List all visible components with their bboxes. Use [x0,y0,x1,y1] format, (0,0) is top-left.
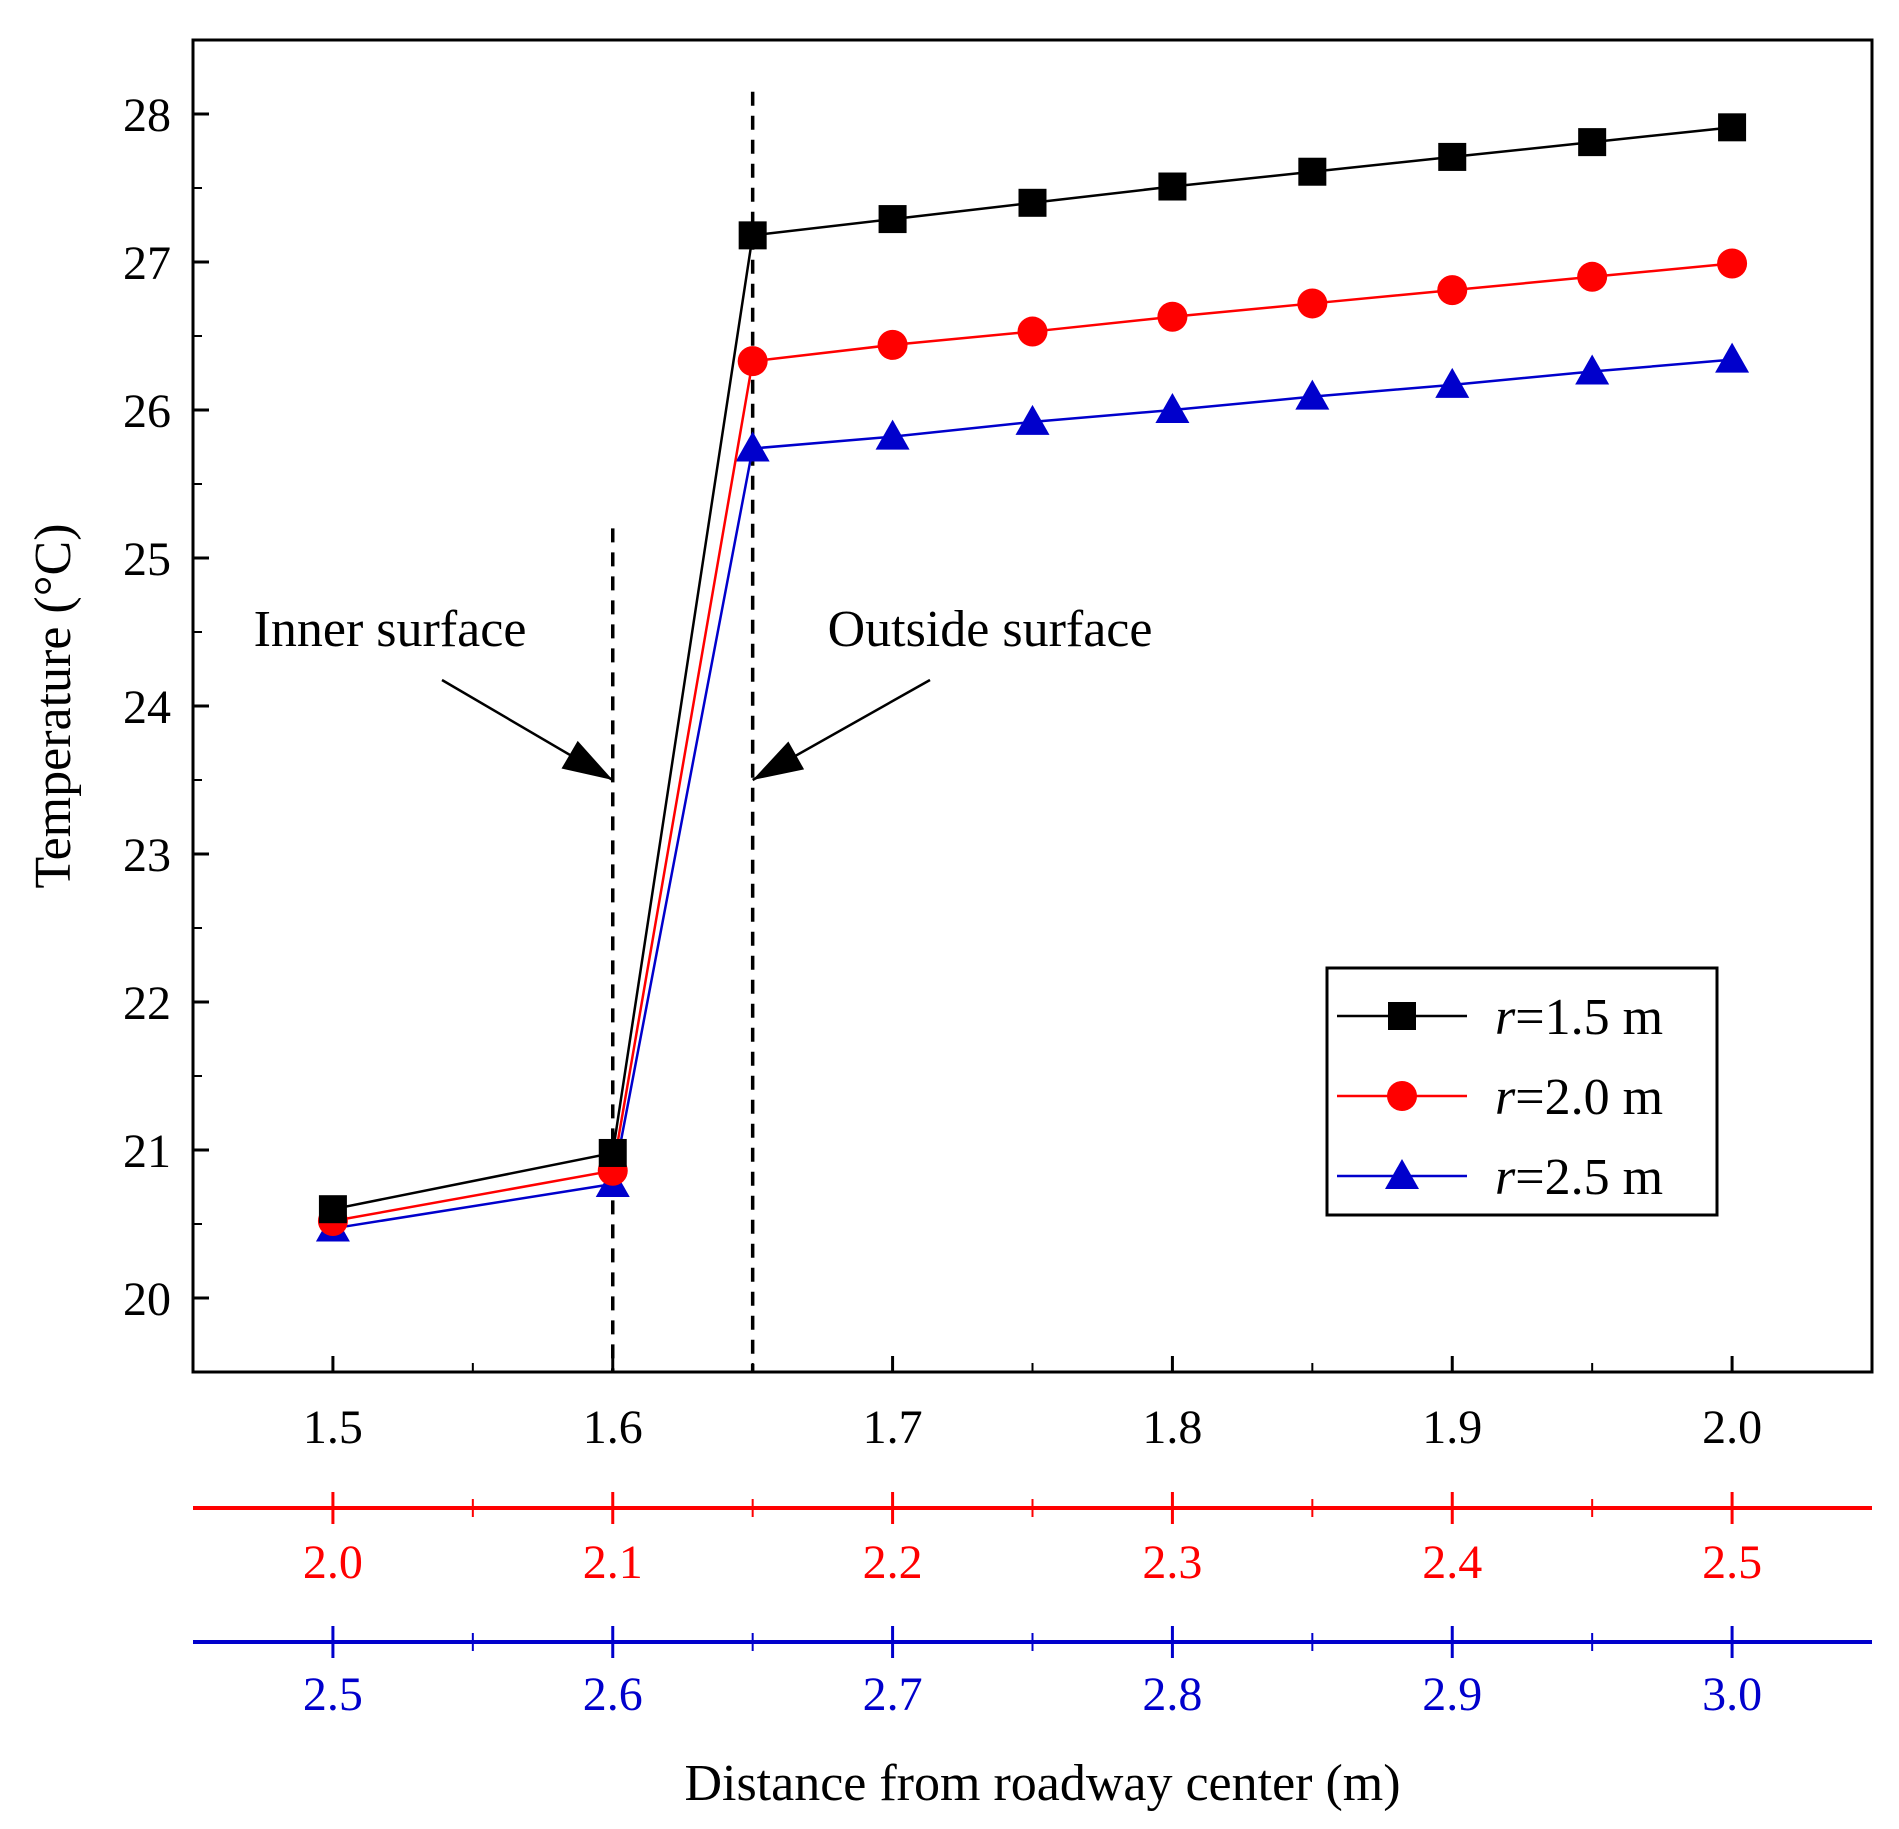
legend-label: r=1.5 m [1495,989,1663,1046]
annotation-label: Outside surface [828,601,1153,658]
x-tick-label: 2.1 [583,1536,643,1589]
data-point [735,431,770,462]
data-point [1438,142,1467,171]
y-tick-label: 21 [123,1125,171,1178]
data-point [875,419,910,450]
x-tick-label: 2.5 [303,1668,363,1721]
x-tick-label: 2.8 [1142,1668,1202,1721]
x-tick-label: 2.0 [1702,1401,1762,1454]
x-tick-label: 1.9 [1422,1401,1482,1454]
axes-layer: 20 21 22 23 24 25 26 27 28 Temperature (°C) 1.5 1.6… [25,38,1874,1812]
data-point [1297,288,1328,319]
y-tick-label: 25 [123,533,171,586]
x-axis-title: Distance from roadway center (m) [684,1755,1400,1812]
x-tick-label: 3.0 [1702,1668,1762,1721]
data-point [878,205,907,234]
x-tick-label: 2.3 [1142,1536,1202,1589]
data-point [1715,342,1750,373]
legend-variable: r [1495,989,1516,1046]
legend-variable: r [1495,1149,1516,1206]
data-point [737,346,768,377]
data-point [1157,301,1188,332]
legend-label: r=2.5 m [1495,1149,1663,1206]
data-point [738,221,767,250]
x-tick-label: 1.5 [303,1401,363,1454]
y-tick-label: 28 [123,89,171,142]
data-point [1718,113,1747,142]
series-line [332,358,1733,1230]
data-point [1435,367,1470,398]
x-tick-label: 2.2 [863,1536,923,1589]
y-axis-title: Temperature (°C) [25,523,82,888]
legend-label: r=2.0 m [1495,1069,1663,1126]
data-point [318,1195,347,1224]
data-point [1578,128,1607,157]
legend-marker [1385,1159,1419,1189]
series-line [332,262,1733,1223]
data-point [1717,248,1748,279]
legend-marker [1388,1002,1416,1030]
legend-variable: r [1495,1069,1516,1126]
y-tick-label: 20 [123,1273,171,1326]
legend-marker [1387,1081,1417,1111]
x-tick-label: 2.0 [303,1536,363,1589]
x-tick-label: 2.5 [1702,1536,1762,1589]
y-tick-label: 27 [123,237,171,290]
data-point [1018,188,1047,217]
x-tick-label: 2.7 [863,1668,923,1721]
legend-value: =2.5 m [1515,1149,1663,1206]
x-tick-label: 2.9 [1422,1668,1482,1721]
data-point [1437,275,1468,306]
data-point [1577,261,1608,292]
y-tick-label: 22 [123,977,171,1030]
annotation-layer: Inner surface Outside surface [254,91,1153,1372]
y-tick-label: 26 [123,385,171,438]
data-point [1298,157,1327,186]
data-point [877,329,908,360]
y-tick-label: 24 [123,681,171,734]
series-line [332,126,1733,1211]
data-point [598,1138,627,1167]
legend-value: =2.0 m [1515,1069,1663,1126]
data-point [1575,354,1610,385]
annotation-label: Inner surface [254,601,527,658]
arrow-head-icon [752,741,805,780]
data-point [1015,404,1050,435]
legend: r=1.5 mr=2.0 mr=2.5 m [1325,966,1719,1217]
x-tick-label: 1.7 [863,1401,923,1454]
data-point [1295,379,1330,410]
x-tick-label: 1.6 [583,1401,643,1454]
x-tick-label: 1.8 [1142,1401,1202,1454]
x-tick-label: 2.4 [1422,1536,1482,1589]
series-layer [315,113,1750,1242]
data-point [1155,393,1190,423]
data-point [1017,316,1048,347]
y-tick-label: 23 [123,829,171,882]
data-point [1158,172,1187,201]
arrow-head-icon [561,740,613,780]
legend-value: =1.5 m [1515,989,1663,1046]
x-tick-label: 2.6 [583,1668,643,1721]
